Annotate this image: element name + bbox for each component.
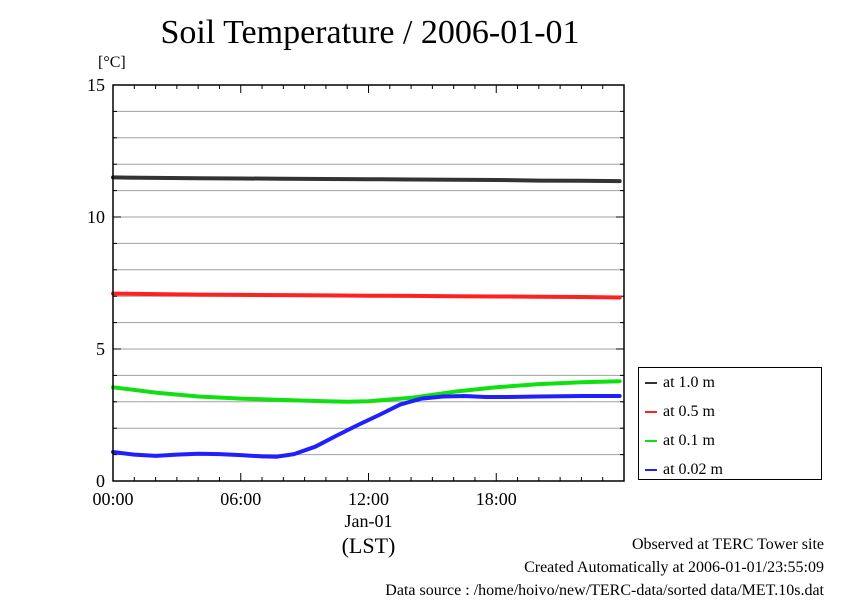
x-tick-label: 06:00 bbox=[220, 489, 261, 509]
series-line bbox=[111, 291, 622, 300]
x-tick-label: 12:00 bbox=[348, 489, 389, 509]
legend-swatch bbox=[645, 411, 657, 413]
legend-label: at 0.5 m bbox=[663, 403, 715, 420]
legend-swatch bbox=[645, 440, 657, 442]
legend-label: at 1.0 m bbox=[663, 374, 715, 391]
legend-item: at 0.02 m bbox=[645, 460, 723, 480]
x-tick-label: 18:00 bbox=[476, 489, 517, 509]
legend-label: at 0.1 m bbox=[663, 432, 715, 449]
footer-observation-site: Observed at TERC Tower site bbox=[631, 536, 824, 553]
series-line bbox=[111, 394, 622, 459]
y-tick-label: 15 bbox=[87, 75, 105, 95]
legend-label: at 0.02 m bbox=[663, 461, 723, 478]
x-date-label: Jan-01 bbox=[345, 511, 393, 531]
legend-item: at 0.5 m bbox=[645, 402, 715, 422]
x-tick-label: 00:00 bbox=[92, 489, 133, 509]
y-tick-label: 0 bbox=[96, 471, 105, 491]
y-axis-unit-label: [°C] bbox=[98, 54, 126, 71]
legend-item: at 1.0 m bbox=[645, 373, 715, 393]
y-tick-label: 10 bbox=[87, 207, 105, 227]
legend-swatch bbox=[645, 469, 657, 471]
legend-item: at 0.1 m bbox=[645, 431, 715, 451]
series-line bbox=[111, 175, 622, 184]
chart-legend: at 1.0 m at 0.5 m at 0.1 m at 0.02 m bbox=[638, 367, 822, 480]
chart-title: Soil Temperature / 2006-01-01 bbox=[160, 14, 580, 51]
legend-swatch bbox=[645, 382, 657, 384]
plot-frame bbox=[112, 84, 625, 482]
footer-data-source: Data source : /home/hoivo/new/TERC-data/… bbox=[385, 582, 824, 599]
y-tick-label: 5 bbox=[96, 339, 105, 359]
footer-created-timestamp: Created Automatically at 2006-01-01/23:5… bbox=[524, 559, 824, 576]
series-line bbox=[111, 379, 622, 404]
x-axis-label: (LST) bbox=[342, 533, 396, 558]
